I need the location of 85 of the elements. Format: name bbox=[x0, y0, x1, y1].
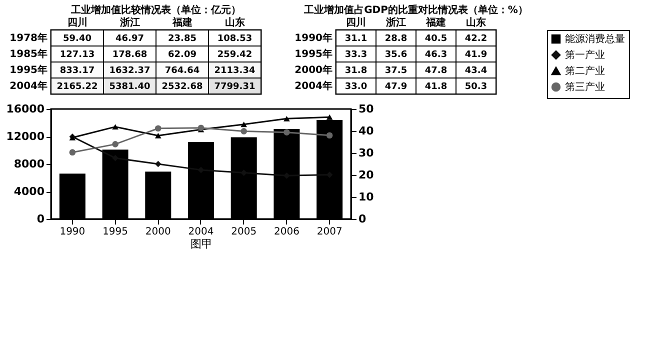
y-tick-label: 2000年 bbox=[294, 64, 332, 76]
data-label: 33.3 bbox=[344, 50, 368, 60]
point bbox=[154, 132, 162, 138]
x-tick-label: 福建 bbox=[171, 16, 192, 28]
legend-label: 能源消费总量 bbox=[565, 33, 625, 45]
point bbox=[326, 132, 333, 139]
x-tick-label: 2004 bbox=[188, 226, 214, 238]
x-axis-title: 图甲 bbox=[190, 238, 212, 250]
data-label: 40.5 bbox=[424, 34, 448, 44]
data-label: 33.0 bbox=[344, 82, 368, 92]
y-tick-label: 2004年 bbox=[294, 80, 332, 92]
x-tick-label: 山东 bbox=[224, 16, 245, 28]
data-label: 31.1 bbox=[344, 34, 368, 44]
x-tick-label: 浙江 bbox=[118, 16, 140, 28]
data-label: 59.40 bbox=[63, 34, 92, 44]
data-label: 2532.68 bbox=[162, 82, 203, 92]
point bbox=[284, 129, 290, 136]
data-label: 50.3 bbox=[464, 82, 488, 92]
data-label: 2113.34 bbox=[214, 66, 256, 76]
y2-tick-label: 50 bbox=[358, 102, 374, 116]
data-label: 2165.22 bbox=[56, 82, 98, 92]
data-label: 42.2 bbox=[464, 34, 488, 44]
data-label: 23.85 bbox=[168, 34, 196, 44]
y-tick-label: 1985年 bbox=[10, 48, 48, 60]
x-tick-label: 2000 bbox=[145, 226, 171, 238]
point bbox=[112, 141, 118, 148]
x-tick-label: 2005 bbox=[231, 226, 257, 238]
y-tick-label: 1995年 bbox=[294, 48, 332, 60]
legend-label: 第二产业 bbox=[565, 65, 605, 77]
y2-tick-label: 20 bbox=[358, 168, 374, 182]
y-tick-label: 1995年 bbox=[10, 64, 48, 76]
x-tick-label: 浙江 bbox=[385, 16, 406, 28]
data-label: 28.8 bbox=[384, 34, 408, 44]
y-tick-label: 1978年 bbox=[10, 32, 48, 44]
data-label: 41.8 bbox=[424, 82, 448, 92]
data-label: 35.6 bbox=[384, 50, 408, 60]
data-label: 31.8 bbox=[344, 66, 368, 76]
y-tick-label: 16000 bbox=[6, 102, 45, 116]
y2-tick-label: 10 bbox=[358, 190, 374, 204]
data-label: 1632.37 bbox=[109, 66, 150, 76]
data-label: 62.09 bbox=[168, 50, 196, 60]
data-label: 178.68 bbox=[112, 50, 148, 60]
legend-label: 第一产业 bbox=[565, 49, 605, 61]
y-tick-label: 0 bbox=[36, 212, 45, 226]
point bbox=[154, 125, 162, 132]
x-tick-label: 福建 bbox=[425, 16, 446, 28]
y2-tick-label: 40 bbox=[358, 124, 374, 138]
chart-title: 工业增加值占GDP的比重对比情况表（单位：%） bbox=[303, 4, 528, 16]
data-label: 47.8 bbox=[424, 66, 448, 76]
x-tick-label: 山东 bbox=[466, 16, 486, 28]
data-label: 108.53 bbox=[217, 34, 252, 44]
data-label: 259.42 bbox=[217, 50, 252, 60]
point bbox=[326, 114, 333, 120]
point bbox=[154, 160, 162, 168]
y-tick-label: 8000 bbox=[14, 158, 45, 170]
y-tick-label: 12000 bbox=[6, 130, 45, 143]
point bbox=[240, 128, 248, 134]
chart-title: 工业增加值比较情况表（单位：亿元） bbox=[70, 4, 241, 16]
x-tick-label: 1990 bbox=[60, 226, 86, 238]
x-tick-label: 四川 bbox=[67, 16, 88, 28]
x-tick-label: 2007 bbox=[316, 226, 342, 238]
x-tick-label: 四川 bbox=[346, 16, 366, 28]
y-tick-label: 1990年 bbox=[294, 32, 332, 44]
x-tick-label: 2006 bbox=[274, 226, 300, 238]
point bbox=[240, 122, 248, 128]
data-label: 46.97 bbox=[116, 34, 144, 44]
point bbox=[69, 149, 76, 156]
data-label: 37.5 bbox=[384, 66, 408, 76]
legend-label: 第三产业 bbox=[565, 81, 605, 93]
data-label: 127.13 bbox=[60, 50, 95, 60]
data-label: 43.4 bbox=[464, 66, 488, 76]
data-label: 5381.40 bbox=[109, 82, 150, 92]
data-label: 7799.31 bbox=[214, 82, 256, 92]
data-label: 47.9 bbox=[384, 82, 408, 92]
data-label: 764.64 bbox=[164, 66, 200, 76]
y-tick-label: 4000 bbox=[14, 185, 45, 198]
y-tick-label: 2004年 bbox=[10, 80, 48, 92]
data-label: 46.3 bbox=[424, 50, 448, 60]
data-label: 833.17 bbox=[60, 66, 95, 76]
data-label: 41.9 bbox=[464, 50, 488, 60]
point bbox=[284, 116, 290, 122]
y2-tick-label: 30 bbox=[358, 146, 374, 160]
x-tick-label: 1995 bbox=[102, 226, 128, 238]
y2-tick-label: 0 bbox=[358, 212, 366, 226]
point bbox=[112, 124, 118, 130]
